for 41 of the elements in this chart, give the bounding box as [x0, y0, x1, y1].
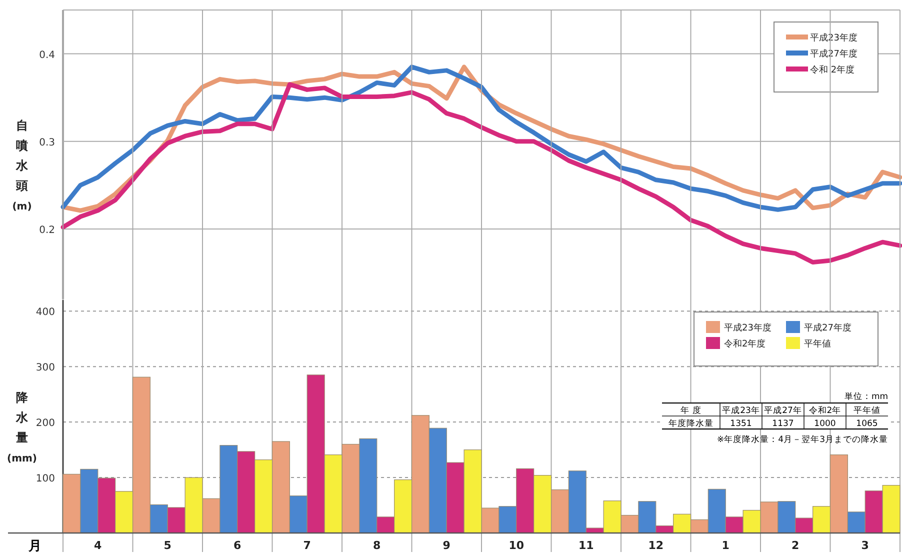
y-tick-label: 200 [36, 418, 55, 430]
annotation: 単位：mm [844, 391, 888, 402]
x-tick-label: 4 [94, 539, 102, 552]
category-label: 平年値 [854, 405, 880, 416]
y-tick-label: 0.3 [39, 137, 55, 148]
data-label: 1000 [814, 419, 836, 429]
x-tick-label: 3 [861, 539, 869, 552]
x-axis-title: 月 [28, 539, 42, 554]
x-tick-label: 12 [648, 539, 664, 552]
category-label: 平成23年 [722, 405, 760, 416]
x-tick-label: 9 [442, 539, 450, 552]
legend-label: 平成23年度 [810, 32, 858, 44]
legend-label: 平年値 [804, 338, 831, 350]
x-tick-label: 6 [234, 539, 242, 552]
y-tick-label: 0.4 [39, 50, 55, 61]
annotation: 年 度 [680, 405, 702, 416]
legend-label: 令和2年度 [724, 338, 766, 350]
y-tick-label: 400 [36, 307, 55, 318]
data-label: 1351 [730, 419, 752, 429]
x-tick-label: 1 [722, 539, 730, 552]
category-label: 令和2年 [808, 405, 842, 416]
legend-label: 平成27年度 [804, 322, 852, 334]
annotation: 年度降水量 [668, 418, 714, 429]
legend-label: 令和 2年度 [810, 64, 855, 76]
x-tick-label: 7 [303, 539, 311, 552]
x-tick-label: 10 [508, 539, 524, 552]
legend-label: 平成23年度 [724, 322, 772, 334]
y-tick-label: 0.2 [39, 224, 55, 236]
category-label: 平成27年 [764, 405, 802, 416]
x-tick-label: 8 [373, 539, 381, 552]
data-label: 1137 [772, 419, 794, 429]
x-tick-label: 5 [164, 539, 172, 552]
data-label: 1065 [856, 419, 878, 429]
line-series [60, 82, 902, 264]
y-axis-title: 自噴水頭(m) [12, 118, 32, 212]
annotation: ※年度降水量：4月－翌年3月までの降水量 [717, 434, 888, 445]
y-tick-label: 300 [36, 362, 55, 374]
x-tick-label: 2 [792, 539, 800, 552]
x-tick-label: 11 [578, 539, 594, 552]
y-axis-title: 降水量(mm) [7, 390, 37, 464]
y-tick-label: 100 [36, 474, 55, 485]
